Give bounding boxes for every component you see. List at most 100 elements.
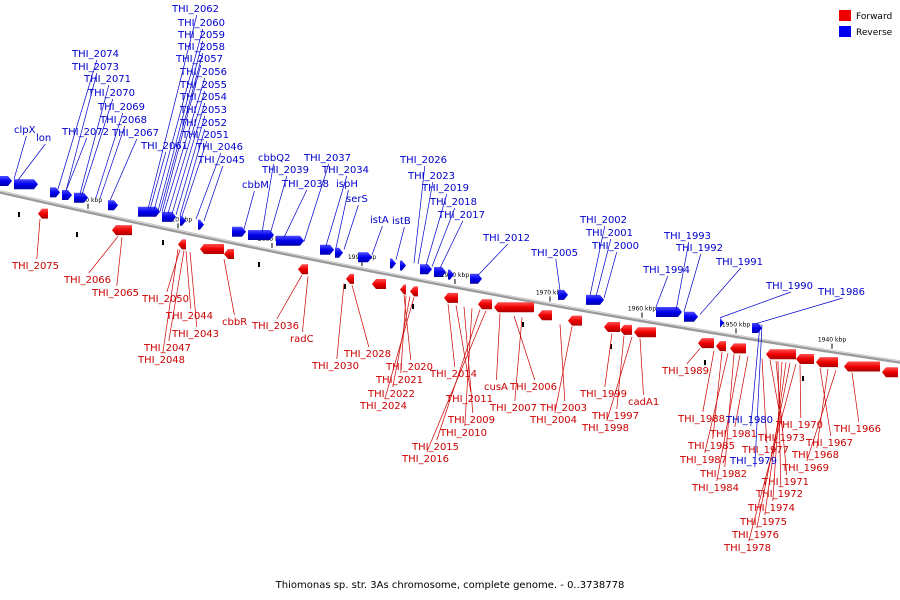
forward-gene-label[interactable]: THI_2043 (171, 329, 219, 340)
forward-gene-feature[interactable] (372, 278, 386, 289)
reverse-gene-label[interactable]: THI_1991 (715, 257, 763, 268)
reverse-gene-label[interactable]: THI_2060 (177, 18, 225, 29)
forward-gene-feature[interactable] (604, 322, 620, 333)
forward-gene-label[interactable]: THI_2014 (429, 369, 477, 380)
reverse-gene-label[interactable]: THI_2056 (179, 67, 227, 78)
forward-gene-feature[interactable] (568, 315, 582, 326)
forward-gene-label[interactable]: THI_1970 (775, 420, 823, 431)
forward-gene-label[interactable]: THI_2007 (489, 403, 537, 414)
forward-gene-feature[interactable] (224, 249, 234, 260)
forward-gene-feature[interactable] (494, 302, 534, 313)
forward-gene-label[interactable]: THI_1966 (833, 424, 881, 435)
reverse-gene-label[interactable]: THI_2037 (303, 153, 351, 164)
reverse-gene-label[interactable]: THI_1992 (675, 243, 723, 254)
reverse-gene-feature[interactable] (420, 264, 432, 275)
reverse-gene-feature[interactable] (180, 215, 186, 226)
reverse-gene-label[interactable]: THI_2052 (179, 118, 227, 129)
reverse-gene-label[interactable]: THI_2026 (399, 155, 447, 166)
reverse-gene-feature[interactable] (390, 258, 396, 269)
forward-gene-label[interactable]: THI_1975 (739, 517, 787, 528)
reverse-gene-label[interactable]: THI_2069 (97, 102, 145, 113)
forward-gene-label[interactable]: THI_2075 (11, 261, 59, 272)
forward-gene-label[interactable]: THI_1982 (699, 469, 747, 480)
forward-gene-feature[interactable] (730, 343, 746, 354)
reverse-gene-feature[interactable] (62, 190, 72, 201)
forward-gene-label[interactable]: THI_1987 (679, 455, 727, 466)
reverse-gene-label[interactable]: THI_1980 (725, 415, 773, 426)
reverse-gene-feature[interactable] (320, 244, 334, 255)
forward-gene-label[interactable]: THI_2015 (411, 442, 459, 453)
forward-gene-feature[interactable] (178, 239, 186, 250)
reverse-gene-feature[interactable] (0, 176, 12, 186)
forward-gene-label[interactable]: cusA (484, 382, 508, 393)
forward-gene-feature[interactable] (716, 341, 726, 352)
reverse-gene-label[interactable]: THI_2005 (530, 248, 578, 259)
forward-gene-label[interactable]: THI_2044 (165, 311, 213, 322)
forward-gene-label[interactable]: THI_1977 (741, 445, 789, 456)
forward-gene-label[interactable]: THI_2020 (385, 362, 433, 373)
forward-gene-label[interactable]: THI_1985 (687, 441, 735, 452)
forward-gene-label[interactable]: THI_1997 (591, 411, 639, 422)
forward-gene-feature[interactable] (38, 208, 48, 219)
reverse-gene-feature[interactable] (434, 266, 446, 277)
forward-gene-label[interactable]: cbbR (222, 317, 247, 328)
forward-gene-label[interactable]: THI_1984 (691, 483, 739, 494)
reverse-gene-label[interactable]: THI_2062 (171, 4, 219, 15)
reverse-gene-label[interactable]: THI_2057 (175, 54, 223, 65)
forward-gene-label[interactable]: THI_2030 (311, 361, 359, 372)
reverse-gene-feature[interactable] (108, 200, 118, 211)
reverse-gene-label[interactable]: THI_2002 (579, 215, 627, 226)
forward-gene-feature[interactable] (634, 327, 656, 338)
forward-gene-label[interactable]: THI_2036 (251, 321, 299, 332)
reverse-gene-label[interactable]: THI_2054 (179, 92, 227, 103)
forward-gene-label[interactable]: THI_1976 (731, 530, 779, 541)
forward-gene-label[interactable]: THI_2004 (529, 415, 577, 426)
reverse-gene-feature[interactable] (14, 179, 38, 190)
reverse-gene-label[interactable]: THI_2045 (197, 155, 245, 166)
forward-gene-label[interactable]: radC (290, 334, 314, 345)
reverse-gene-feature[interactable] (470, 273, 482, 284)
forward-gene-label[interactable]: THI_1978 (723, 543, 771, 554)
forward-gene-label[interactable]: THI_2010 (439, 428, 487, 439)
forward-gene-label[interactable]: THI_2065 (91, 288, 139, 299)
forward-gene-label[interactable]: THI_2066 (63, 275, 111, 286)
forward-gene-label[interactable]: THI_2047 (143, 343, 191, 354)
reverse-gene-feature[interactable] (656, 307, 682, 318)
reverse-gene-feature[interactable] (198, 219, 204, 230)
reverse-gene-label[interactable]: THI_1979 (729, 456, 777, 467)
reverse-gene-feature[interactable] (138, 206, 160, 217)
forward-gene-label[interactable]: THI_1971 (761, 477, 809, 488)
reverse-gene-label[interactable]: THI_2068 (99, 115, 147, 126)
reverse-gene-feature[interactable] (720, 317, 724, 328)
reverse-gene-feature[interactable] (335, 247, 343, 258)
reverse-gene-label[interactable]: THI_2039 (261, 165, 309, 176)
forward-gene-label[interactable]: THI_2016 (401, 454, 449, 465)
forward-gene-label[interactable]: THI_1967 (805, 438, 853, 449)
forward-gene-label[interactable]: THI_1981 (709, 429, 757, 440)
forward-gene-label[interactable]: THI_2021 (375, 375, 423, 386)
forward-gene-label[interactable]: THI_2050 (141, 294, 189, 305)
reverse-gene-label[interactable]: THI_2074 (71, 49, 119, 60)
reverse-gene-label[interactable]: THI_2018 (429, 197, 477, 208)
forward-gene-feature[interactable] (298, 264, 308, 275)
forward-gene-feature[interactable] (444, 292, 458, 303)
forward-gene-label[interactable]: THI_2011 (445, 394, 493, 405)
reverse-gene-label[interactable]: THI_2017 (437, 210, 485, 221)
forward-gene-label[interactable]: THI_2003 (539, 403, 587, 414)
forward-gene-label[interactable]: THI_1988 (677, 414, 725, 425)
forward-gene-label[interactable]: THI_2006 (509, 382, 557, 393)
reverse-gene-label[interactable]: THI_2046 (195, 142, 243, 153)
reverse-gene-label[interactable]: cbbM (242, 180, 269, 191)
reverse-gene-label[interactable]: THI_2067 (111, 128, 159, 139)
reverse-gene-feature[interactable] (162, 211, 176, 222)
reverse-gene-label[interactable]: THI_2038 (281, 179, 329, 190)
reverse-gene-feature[interactable] (400, 260, 406, 271)
forward-gene-label[interactable]: cadA1 (628, 397, 659, 408)
reverse-gene-label[interactable]: THI_2051 (181, 130, 229, 141)
reverse-gene-feature[interactable] (558, 289, 568, 300)
forward-gene-feature[interactable] (538, 310, 552, 321)
reverse-gene-label[interactable]: THI_2001 (585, 228, 633, 239)
reverse-gene-feature[interactable] (276, 235, 304, 246)
reverse-gene-label[interactable]: THI_2073 (71, 62, 119, 73)
forward-gene-label[interactable]: THI_1999 (579, 389, 627, 400)
